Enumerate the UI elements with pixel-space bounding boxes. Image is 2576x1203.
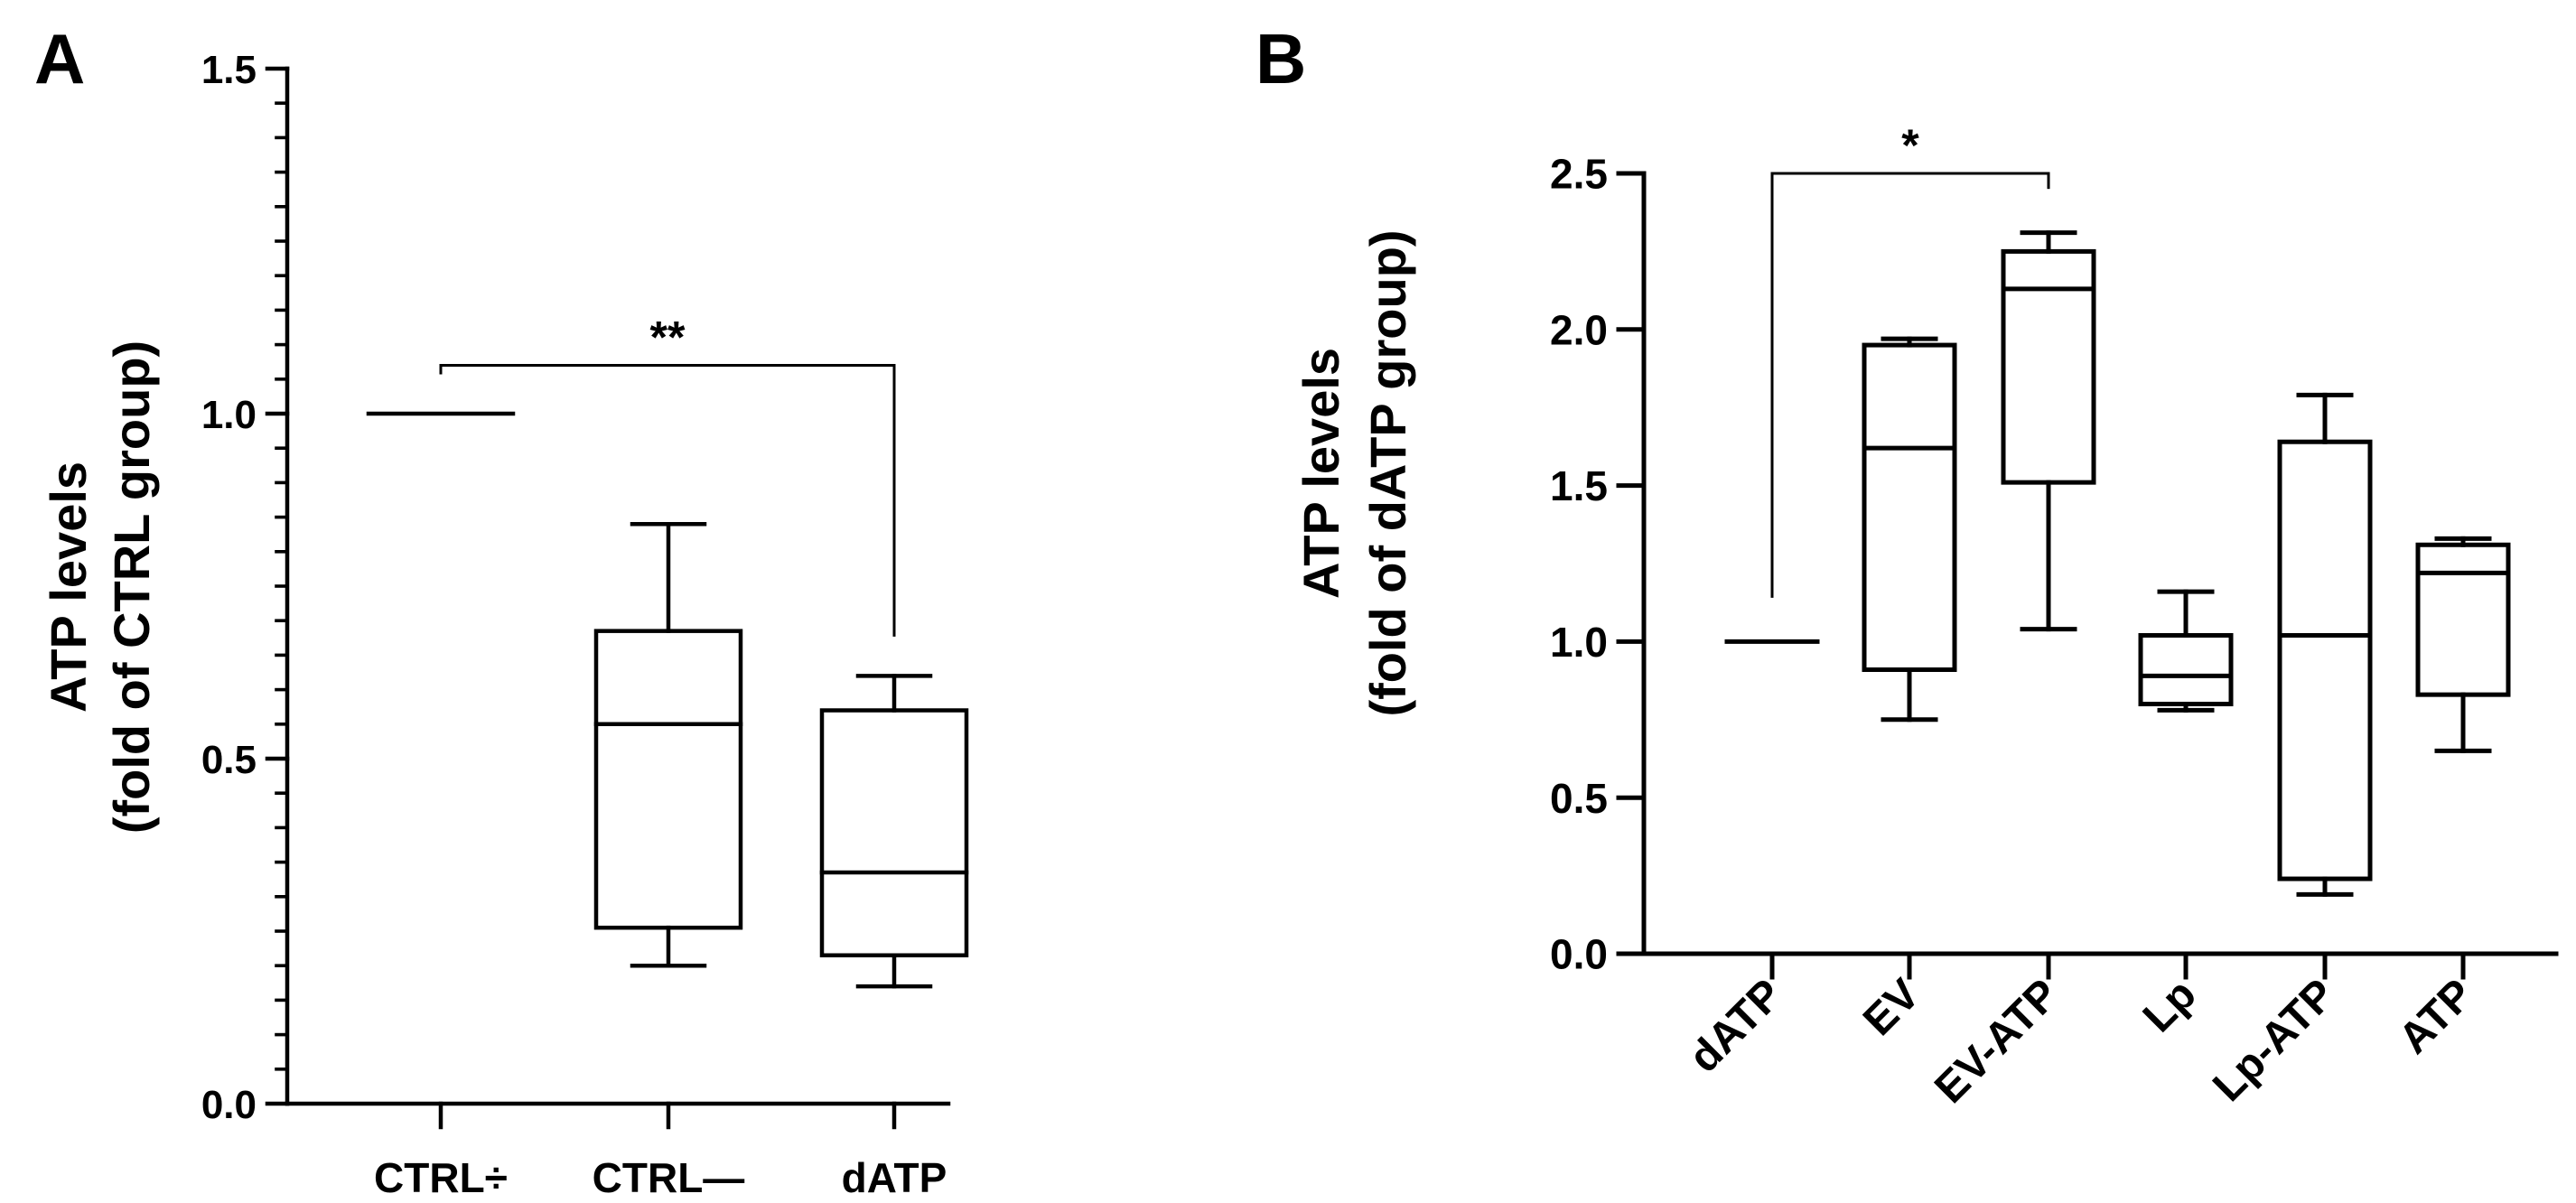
box-plot bbox=[2001, 230, 2096, 632]
panel-a-ylabel-line1: ATP levels bbox=[40, 462, 97, 713]
panel-a: A ATP levels (fold of CTRL group) 0.0 0.5… bbox=[34, 19, 969, 1201]
x-tick-label: dATP bbox=[842, 1154, 947, 1201]
x-tick-label: ATP bbox=[2390, 970, 2483, 1063]
x-tick-label: EV-ATP bbox=[1926, 970, 2068, 1113]
panel-a-plot: 0.0 0.5 1.0 1.5 CTRL÷ CTRL— dATP ** bbox=[201, 48, 969, 1201]
significance-stars: * bbox=[1901, 120, 1919, 171]
box-rect bbox=[593, 629, 743, 930]
y-tick-label: 1.5 bbox=[1550, 462, 1608, 509]
box-rect bbox=[819, 708, 969, 957]
x-tick-label: CTRL÷ bbox=[374, 1154, 508, 1201]
box-plot bbox=[2277, 392, 2373, 897]
y-tick-label: 1.5 bbox=[201, 48, 257, 92]
panel-b-letter: B bbox=[1255, 19, 1306, 98]
box-plot bbox=[819, 674, 969, 989]
significance-bracket: ** bbox=[439, 312, 896, 637]
box-plot bbox=[2415, 536, 2511, 753]
box-plot bbox=[2138, 589, 2234, 713]
panel-a-letter: A bbox=[34, 19, 85, 98]
y-tick-label: 2.5 bbox=[1550, 151, 1608, 198]
x-tick-label: Lp-ATP bbox=[2204, 970, 2345, 1111]
y-tick-label: 2.0 bbox=[1550, 306, 1608, 353]
box-plot bbox=[593, 521, 743, 968]
y-tick-label: 0.5 bbox=[201, 738, 257, 782]
y-tick-label: 1.0 bbox=[1550, 619, 1608, 666]
significance-bracket: * bbox=[1770, 120, 2050, 598]
panel-a-ylabel-line2: (fold of CTRL group) bbox=[103, 340, 160, 834]
box-rect bbox=[2138, 632, 2234, 707]
panel-b-ylabel-line2: (fold of dATP group) bbox=[1359, 229, 1416, 716]
panel-b-ylabel-line1: ATP levels bbox=[1293, 348, 1349, 599]
y-tick-label: 0.0 bbox=[201, 1083, 257, 1127]
y-tick-label: 0.0 bbox=[1550, 931, 1608, 978]
y-tick-label: 0.5 bbox=[1550, 775, 1608, 822]
box-rect bbox=[2415, 542, 2511, 697]
panel-b: B ATP levels (fold of dATP group) 0.0 0.5… bbox=[1255, 19, 2559, 1113]
y-tick-label: 1.0 bbox=[201, 393, 257, 437]
box-rect bbox=[1862, 342, 1957, 673]
x-tick-label: Lp bbox=[2134, 970, 2206, 1041]
significance-stars: ** bbox=[650, 312, 686, 363]
x-tick-label: EV bbox=[1854, 970, 1929, 1045]
box-rect bbox=[2277, 439, 2373, 881]
box-rect bbox=[2001, 248, 2096, 485]
x-tick-label: CTRL— bbox=[593, 1154, 745, 1201]
x-tick-label: dATP bbox=[1680, 970, 1792, 1082]
box-plot bbox=[1862, 336, 1957, 723]
